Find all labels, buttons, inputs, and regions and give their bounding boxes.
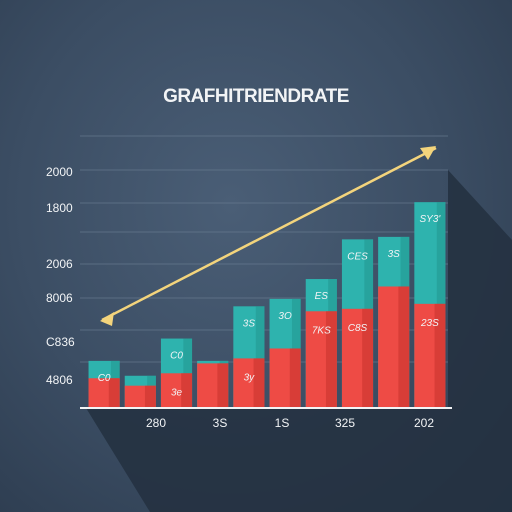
data-label-bottom: C8S — [348, 323, 368, 334]
x-tick-label: 202 — [414, 416, 434, 430]
trend-arrow-line — [101, 146, 437, 322]
data-label-bottom: 3y — [244, 372, 256, 383]
data-label-top: 3S — [388, 249, 401, 260]
x-tick-label: 3S — [213, 416, 228, 430]
bar-red-shade-4 — [253, 358, 265, 408]
data-labels: C0 C0 3e 3S 3y 3O ES 7KS CES C8S 3S SY3' 23S — [98, 214, 442, 398]
data-label-top: C0 — [98, 373, 111, 384]
data-label-top: CES — [347, 251, 368, 262]
y-tick-label: 2006 — [46, 257, 73, 271]
data-label-top: C0 — [170, 351, 183, 362]
bar-red-shade-9 — [434, 303, 446, 408]
data-label-top: 3S — [243, 318, 256, 329]
axes: 2000 1800 2006 8006 C836 4806 280 3S 1S 325 202 — [46, 165, 452, 430]
trend-arrow-tail — [100, 312, 114, 326]
data-label-top: 3O — [278, 311, 292, 322]
bar-red-shade-7 — [362, 308, 374, 408]
bar-red-shade-5 — [289, 348, 301, 408]
bar-teal-shade-4 — [255, 306, 265, 408]
bar-red-shade-0 — [108, 378, 120, 408]
data-label-top: ES — [315, 291, 329, 302]
bar-red-shade-1 — [144, 385, 156, 408]
bar-red-shade-3 — [217, 363, 229, 408]
data-label-bottom: 23S — [420, 318, 439, 329]
trend-arrow — [100, 146, 437, 326]
data-label-bottom: 3e — [171, 387, 183, 398]
chart-shadow — [86, 170, 512, 512]
data-label-bottom: 7KS — [312, 325, 331, 336]
bar-red-shade-8 — [398, 286, 410, 408]
x-tick-label: 1S — [275, 416, 290, 430]
y-tick-label: 2000 — [46, 165, 73, 179]
trend-arrow-head — [420, 146, 436, 160]
x-tick-label: 325 — [335, 416, 355, 430]
y-tick-label: C836 — [46, 335, 75, 349]
y-tick-label: 8006 — [46, 291, 73, 305]
long-shadow — [86, 170, 512, 512]
x-tick-label: 280 — [146, 416, 166, 430]
y-tick-label: 1800 — [46, 201, 73, 215]
bars — [88, 202, 446, 408]
y-tick-label: 4806 — [46, 373, 73, 387]
bar-red-shade-6 — [325, 311, 337, 408]
chart-title: GRAFHITRIENDRATE — [163, 86, 349, 107]
data-label-top: SY3' — [419, 214, 441, 225]
bar-red-shade-2 — [181, 373, 193, 408]
